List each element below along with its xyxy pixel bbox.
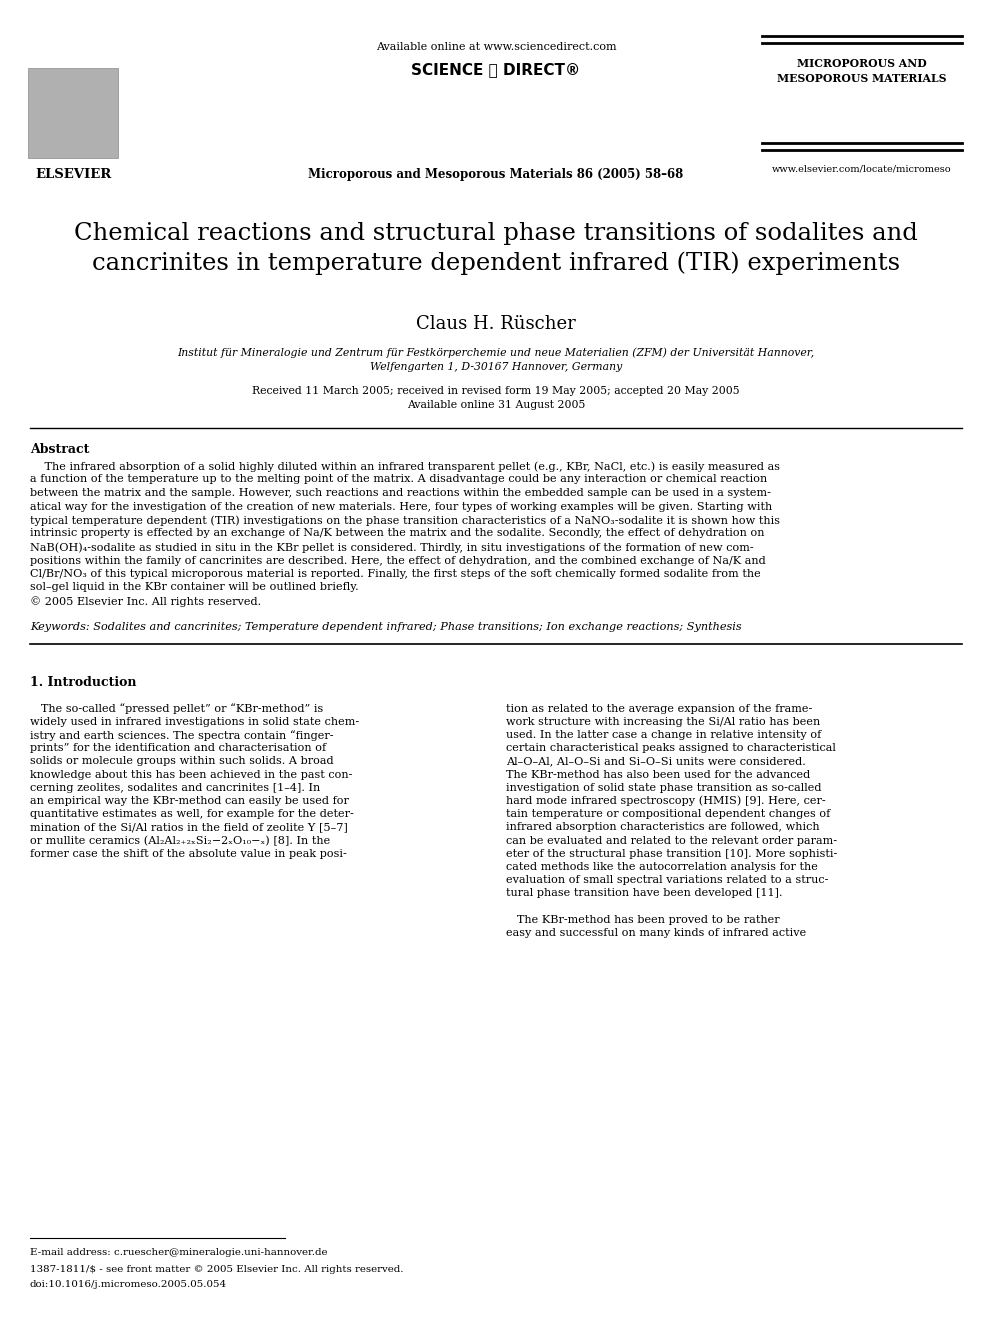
Text: tain temperature or compositional dependent changes of: tain temperature or compositional depend… <box>506 810 830 819</box>
Text: E-mail address: c.ruescher@mineralogie.uni-hannover.de: E-mail address: c.ruescher@mineralogie.u… <box>30 1248 327 1257</box>
Text: Welfengarten 1, D-30167 Hannover, Germany: Welfengarten 1, D-30167 Hannover, German… <box>370 363 622 372</box>
Text: atical way for the investigation of the creation of new materials. Here, four ty: atical way for the investigation of the … <box>30 501 772 512</box>
Text: or mullite ceramics (Al₂Al₂₊₂ₓSi₂−2ₓO₁₀−ₓ) [8]. In the: or mullite ceramics (Al₂Al₂₊₂ₓSi₂−2ₓO₁₀−… <box>30 836 330 845</box>
Text: can be evaluated and related to the relevant order param-: can be evaluated and related to the rele… <box>506 836 837 845</box>
Text: ELSEVIER: ELSEVIER <box>35 168 111 181</box>
Text: © 2005 Elsevier Inc. All rights reserved.: © 2005 Elsevier Inc. All rights reserved… <box>30 595 261 607</box>
Text: Claus H. Rüscher: Claus H. Rüscher <box>416 315 576 333</box>
Text: The KBr-method has been proved to be rather: The KBr-method has been proved to be rat… <box>506 914 780 925</box>
Text: Received 11 March 2005; received in revised form 19 May 2005; accepted 20 May 20: Received 11 March 2005; received in revi… <box>252 386 740 396</box>
Text: The so-called “pressed pellet” or “KBr-method” is: The so-called “pressed pellet” or “KBr-m… <box>30 704 323 714</box>
Text: an empirical way the KBr-method can easily be used for: an empirical way the KBr-method can easi… <box>30 796 349 806</box>
Text: istry and earth sciences. The spectra contain “finger-: istry and earth sciences. The spectra co… <box>30 730 333 741</box>
Text: knowledge about this has been achieved in the past con-: knowledge about this has been achieved i… <box>30 770 352 779</box>
Text: Keywords: Sodalites and cancrinites; Temperature dependent infrared; Phase trans: Keywords: Sodalites and cancrinites; Tem… <box>30 622 742 631</box>
Text: quantitative estimates as well, for example for the deter-: quantitative estimates as well, for exam… <box>30 810 354 819</box>
Text: hard mode infrared spectroscopy (HMIS) [9]. Here, cer-: hard mode infrared spectroscopy (HMIS) [… <box>506 796 825 807</box>
Text: prints” for the identification and characterisation of: prints” for the identification and chara… <box>30 744 326 753</box>
Text: tion as related to the average expansion of the frame-: tion as related to the average expansion… <box>506 704 812 713</box>
Text: a function of the temperature up to the melting point of the matrix. A disadvant: a function of the temperature up to the … <box>30 475 767 484</box>
Text: sol–gel liquid in the KBr container will be outlined briefly.: sol–gel liquid in the KBr container will… <box>30 582 359 593</box>
Text: solids or molecule groups within such solids. A broad: solids or molecule groups within such so… <box>30 757 333 766</box>
Text: intrinsic property is effected by an exchange of Na/K between the matrix and the: intrinsic property is effected by an exc… <box>30 528 765 538</box>
Text: between the matrix and the sample. However, such reactions and reactions within : between the matrix and the sample. Howev… <box>30 488 771 497</box>
Text: 1. Introduction: 1. Introduction <box>30 676 137 688</box>
Text: work structure with increasing the Si/Al ratio has been: work structure with increasing the Si/Al… <box>506 717 820 726</box>
Text: cated methods like the autocorrelation analysis for the: cated methods like the autocorrelation a… <box>506 861 817 872</box>
Text: easy and successful on many kinds of infrared active: easy and successful on many kinds of inf… <box>506 927 806 938</box>
Text: www.elsevier.com/locate/micromeso: www.elsevier.com/locate/micromeso <box>772 165 951 175</box>
Text: eter of the structural phase transition [10]. More sophisti-: eter of the structural phase transition … <box>506 848 837 859</box>
Text: 1387-1811/$ - see front matter © 2005 Elsevier Inc. All rights reserved.: 1387-1811/$ - see front matter © 2005 El… <box>30 1265 404 1274</box>
Text: The KBr-method has also been used for the advanced: The KBr-method has also been used for th… <box>506 770 810 779</box>
Text: Available online at www.sciencedirect.com: Available online at www.sciencedirect.co… <box>376 42 616 52</box>
Text: positions within the family of cancrinites are described. Here, the effect of de: positions within the family of cancrinit… <box>30 556 766 565</box>
Text: former case the shift of the absolute value in peak posi-: former case the shift of the absolute va… <box>30 848 347 859</box>
Text: used. In the latter case a change in relative intensity of: used. In the latter case a change in rel… <box>506 730 821 740</box>
Text: NaB(OH)₄-sodalite as studied in situ in the KBr pellet is considered. Thirdly, i: NaB(OH)₄-sodalite as studied in situ in … <box>30 542 754 553</box>
Text: MICROPOROUS AND
MESOPOROUS MATERIALS: MICROPOROUS AND MESOPOROUS MATERIALS <box>778 58 946 83</box>
Text: Microporous and Mesoporous Materials 86 (2005) 58–68: Microporous and Mesoporous Materials 86 … <box>309 168 683 181</box>
Text: typical temperature dependent (TIR) investigations on the phase transition chara: typical temperature dependent (TIR) inve… <box>30 515 780 525</box>
Text: mination of the Si/Al ratios in the field of zeolite Y [5–7]: mination of the Si/Al ratios in the fiel… <box>30 823 348 832</box>
Text: doi:10.1016/j.micromeso.2005.05.054: doi:10.1016/j.micromeso.2005.05.054 <box>30 1279 227 1289</box>
Text: infrared absorption characteristics are followed, which: infrared absorption characteristics are … <box>506 823 819 832</box>
Text: tural phase transition have been developed [11].: tural phase transition have been develop… <box>506 888 783 898</box>
Text: Cl/Br/NO₃ of this typical microporous material is reported. Finally, the first s: Cl/Br/NO₃ of this typical microporous ma… <box>30 569 761 579</box>
Text: SCIENCE ⓐ DIRECT®: SCIENCE ⓐ DIRECT® <box>412 62 580 77</box>
Text: The infrared absorption of a solid highly diluted within an infrared transparent: The infrared absorption of a solid highl… <box>30 460 780 471</box>
Text: cerning zeolites, sodalites and cancrinites [1–4]. In: cerning zeolites, sodalites and cancrini… <box>30 783 320 792</box>
Text: Chemical reactions and structural phase transitions of sodalites and
cancrinites: Chemical reactions and structural phase … <box>74 222 918 275</box>
Text: evaluation of small spectral variations related to a struc-: evaluation of small spectral variations … <box>506 875 828 885</box>
Text: Institut für Mineralogie und Zentrum für Festkörperchemie und neue Materialien (: Institut für Mineralogie und Zentrum für… <box>178 347 814 357</box>
Text: certain characteristical peaks assigned to characteristical: certain characteristical peaks assigned … <box>506 744 836 753</box>
Text: Abstract: Abstract <box>30 443 89 456</box>
Text: Al–O–Al, Al–O–Si and Si–O–Si units were considered.: Al–O–Al, Al–O–Si and Si–O–Si units were … <box>506 757 806 766</box>
Text: widely used in infrared investigations in solid state chem-: widely used in infrared investigations i… <box>30 717 359 726</box>
Bar <box>28 67 118 157</box>
Text: Available online 31 August 2005: Available online 31 August 2005 <box>407 400 585 410</box>
Text: investigation of solid state phase transition as so-called: investigation of solid state phase trans… <box>506 783 821 792</box>
